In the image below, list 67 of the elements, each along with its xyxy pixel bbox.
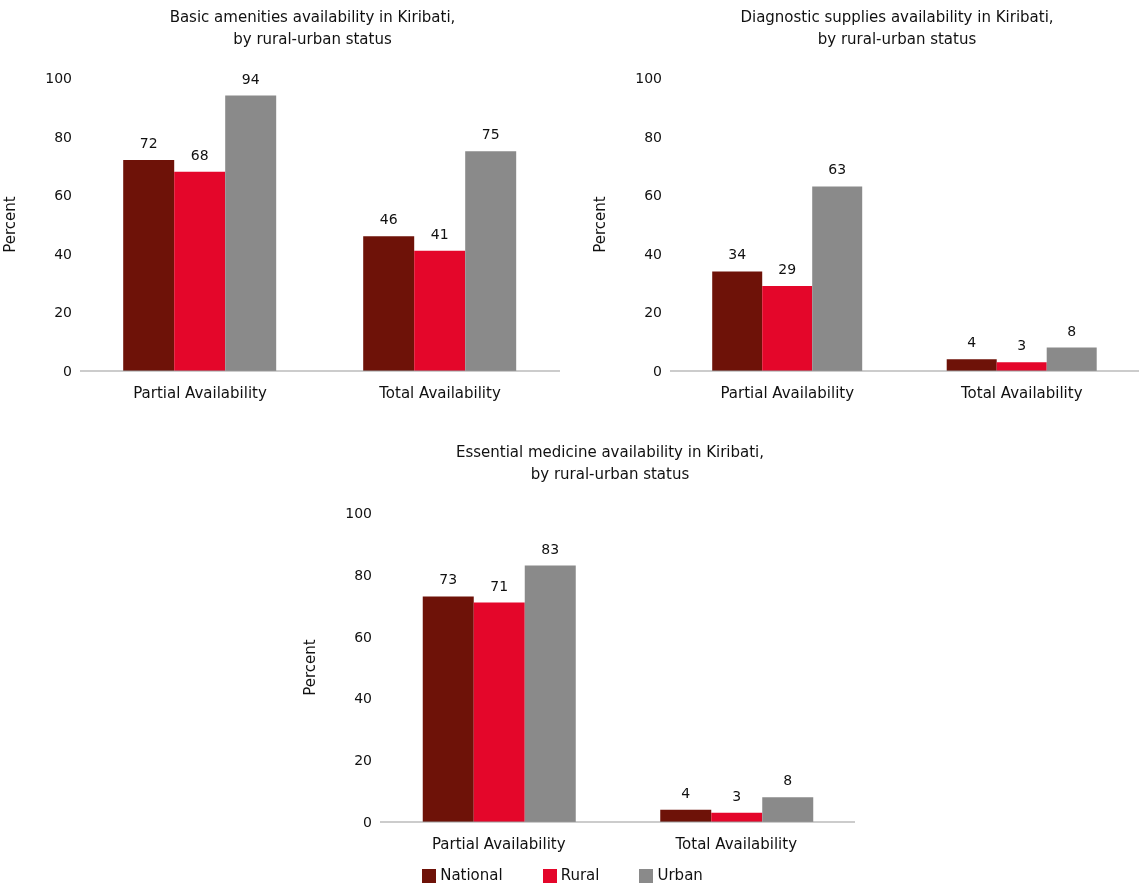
bar: [712, 271, 763, 371]
y-axis-title: Percent: [591, 196, 610, 253]
bar: [363, 236, 415, 371]
y-tick-label: 0: [363, 813, 372, 830]
y-tick-label: 20: [354, 752, 372, 769]
y-tick-label: 100: [345, 504, 372, 521]
y-axis-title: Percent: [1, 196, 20, 253]
y-tick-label: 40: [354, 690, 372, 707]
y-tick-label: 80: [644, 128, 662, 145]
data-label: 8: [783, 772, 793, 789]
legend-label: National: [440, 866, 503, 884]
y-tick-label: 0: [63, 362, 72, 379]
data-label: 73: [439, 571, 458, 588]
data-label: 94: [241, 70, 260, 87]
y-axis-title: Percent: [301, 639, 320, 696]
y-tick-label: 0: [653, 362, 662, 379]
bar: [1046, 347, 1097, 371]
bar: [174, 171, 226, 371]
data-label: 34: [728, 246, 747, 263]
chart-title: Essential medicine availability in Kiribati, by rural-urban status: [454, 442, 766, 485]
data-label: 29: [778, 261, 797, 278]
y-tick-label: 20: [644, 304, 662, 321]
x-tick-label: Partial Availability: [431, 834, 566, 853]
data-label: 4: [681, 784, 691, 801]
legend-label: Urban: [657, 866, 703, 884]
y-tick-label: 40: [644, 245, 662, 262]
data-label: 75: [481, 126, 500, 143]
bar: [524, 565, 576, 822]
y-tick-label: 100: [45, 69, 72, 86]
y-tick-label: 40: [54, 245, 72, 262]
data-label: 71: [490, 577, 509, 594]
bar: [946, 359, 997, 371]
chart-title: Diagnostic supplies availability in Kiribati, by rural-urban status: [739, 7, 1055, 50]
x-tick-label: Total Availability: [674, 834, 798, 853]
data-label: 72: [139, 135, 158, 152]
data-label: 63: [828, 161, 847, 178]
data-label: 41: [430, 225, 449, 242]
data-label: 8: [1067, 322, 1077, 339]
bar: [422, 596, 474, 822]
y-tick-label: 60: [644, 187, 662, 204]
y-tick-label: 60: [54, 187, 72, 204]
data-label: 4: [967, 334, 977, 351]
bar: [812, 186, 863, 371]
legend-label: Rural: [560, 866, 600, 884]
x-tick-label: Total Availability: [959, 383, 1083, 402]
y-tick-label: 60: [354, 628, 372, 645]
y-tick-label: 80: [54, 128, 72, 145]
x-tick-label: Total Availability: [378, 383, 501, 402]
bar: [465, 151, 517, 371]
bar: [473, 602, 525, 822]
y-tick-label: 20: [54, 304, 72, 321]
bar: [762, 286, 813, 371]
data-label: 3: [732, 787, 742, 804]
data-label: 83: [541, 540, 560, 557]
x-tick-label: Partial Availability: [133, 383, 267, 402]
bar: [996, 362, 1047, 371]
bar: [414, 250, 466, 371]
y-tick-label: 100: [635, 69, 662, 86]
data-label: 3: [1017, 337, 1027, 354]
chart-title: Basic amenities availability in Kiribati, by rural-urban status: [168, 7, 457, 50]
bar: [225, 95, 277, 371]
bar: [123, 160, 175, 371]
x-tick-label: Partial Availability: [720, 383, 855, 402]
bar: [762, 797, 814, 822]
y-tick-label: 80: [354, 566, 372, 583]
data-label: 68: [190, 146, 209, 163]
data-label: 46: [379, 211, 398, 228]
